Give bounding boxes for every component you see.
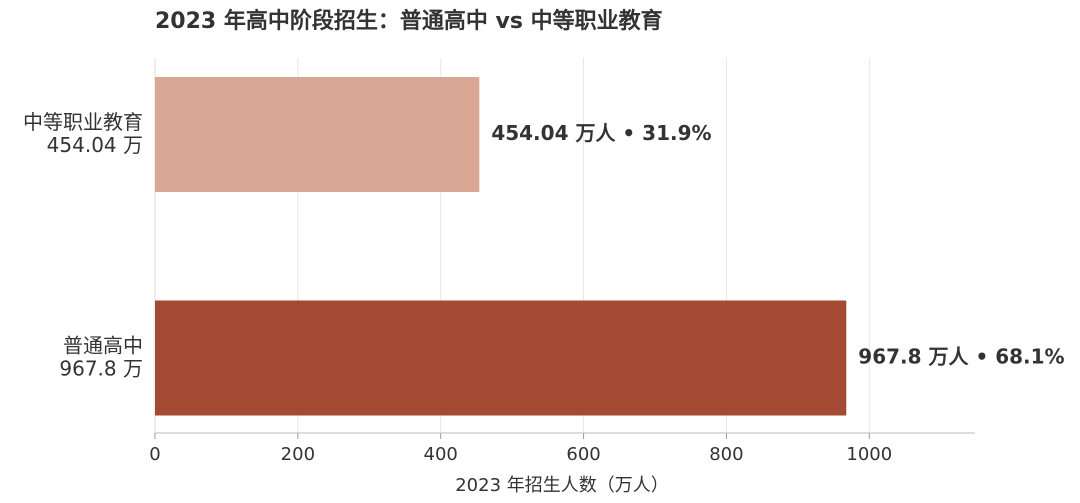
data-label: 967.8 万人 • 68.1% xyxy=(858,345,1064,369)
chart-title: 2023 年高中阶段招生：普通高中 vs 中等职业教育 xyxy=(155,8,663,34)
data-label: 454.04 万人 • 31.9% xyxy=(491,121,711,145)
x-tick-label: 400 xyxy=(424,444,458,465)
bar xyxy=(155,300,847,416)
y-tick-label: 中等职业教育 xyxy=(23,110,143,134)
y-tick-sublabel: 454.04 万 xyxy=(47,133,143,157)
x-axis-label: 2023 年招生人数（万人） xyxy=(455,475,669,496)
bar xyxy=(155,77,480,192)
y-tick-label: 普通高中 xyxy=(63,334,143,358)
y-tick-sublabel: 967.8 万 xyxy=(59,357,143,381)
x-tick-label: 0 xyxy=(149,444,160,465)
x-tick-label: 600 xyxy=(566,444,600,465)
x-tick-label: 200 xyxy=(281,444,315,465)
x-tick-label: 1000 xyxy=(846,444,892,465)
x-tick-label: 800 xyxy=(709,444,743,465)
